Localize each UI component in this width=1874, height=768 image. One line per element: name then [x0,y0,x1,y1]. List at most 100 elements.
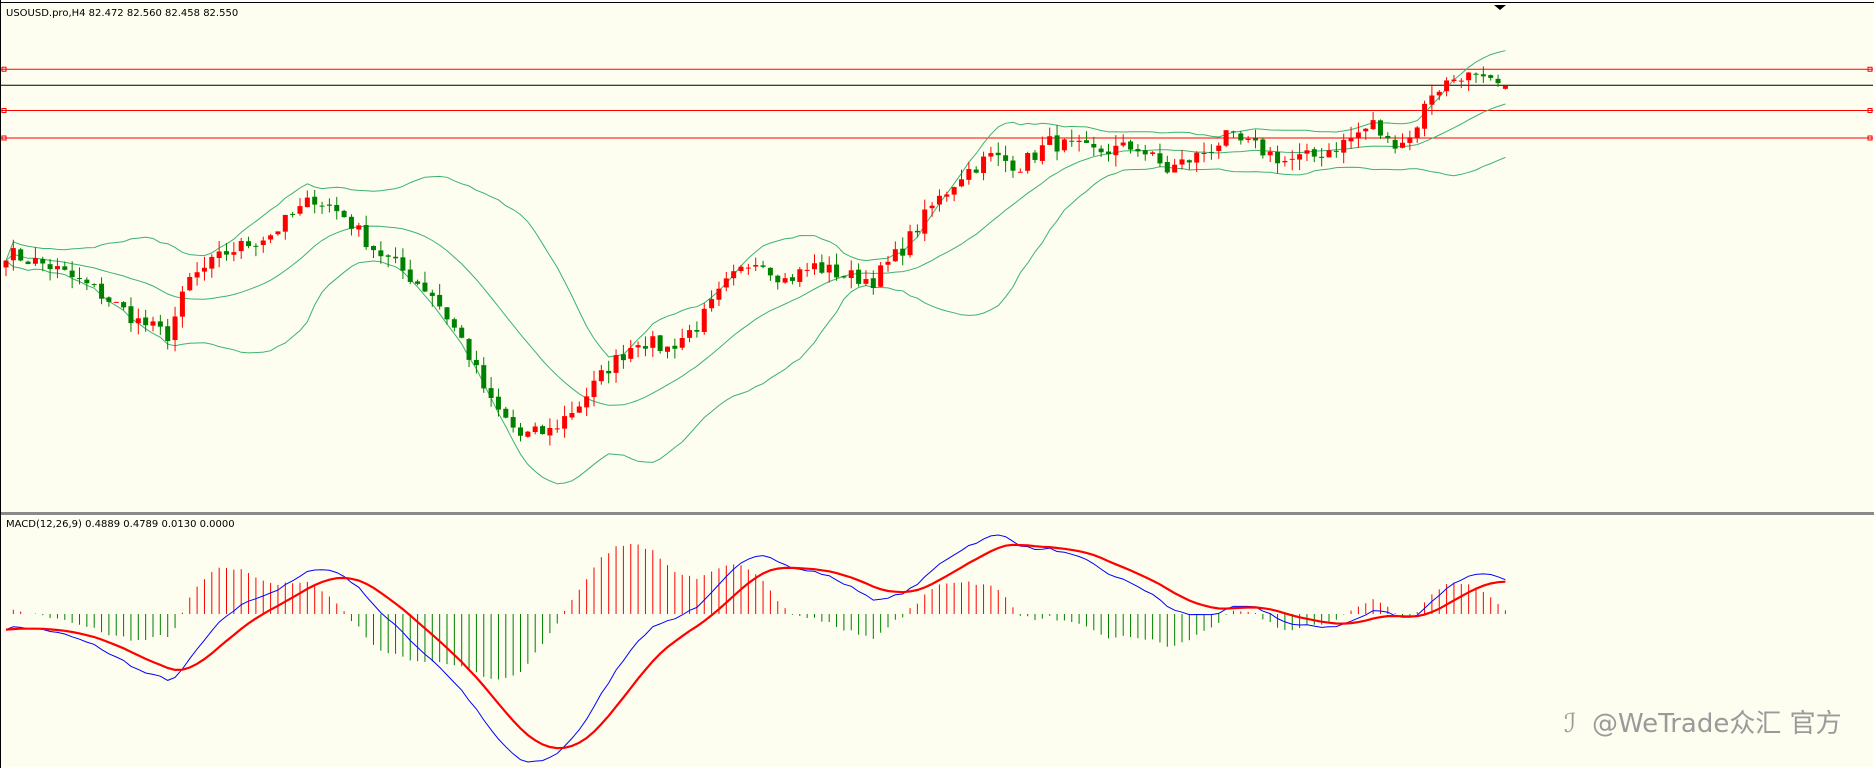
candle-body [848,270,854,279]
candle [194,262,200,286]
candle [282,214,288,240]
candle-body [290,213,296,215]
candle [62,261,68,271]
candle-body [1473,73,1479,75]
candle-body [282,214,288,232]
candle-body [304,197,310,208]
candle-body [1422,103,1428,129]
candle-body [348,216,354,229]
candle-body [782,278,788,283]
candle [1230,130,1236,139]
watermark: ℐ @WeTrade众汇 官方 [1564,709,1842,739]
candle-body [429,292,435,296]
macd-pane[interactable] [1,516,1873,767]
candle-body [1245,138,1251,141]
candle [393,247,399,264]
candle [1355,122,1361,148]
level-handle-right [1867,66,1873,72]
candle [1260,137,1266,159]
candle [1157,143,1163,168]
bollinger-middle [5,103,1506,406]
candle-body [1319,156,1325,158]
candle [1142,144,1148,161]
candle-body [378,250,384,257]
candle-body [179,291,185,317]
candle-body [819,262,825,273]
candle-body [620,354,626,361]
candle [135,308,141,335]
shift-marker-icon[interactable] [1494,5,1506,10]
candle-body [650,336,656,348]
candle [870,270,876,295]
candle [1069,129,1075,147]
candle-body [268,235,274,240]
candle-body [385,255,391,257]
candle-body [319,205,325,207]
candle-body [1407,137,1413,143]
candle [25,260,31,265]
candle [642,336,648,357]
candle-body [554,428,560,430]
level-handle-right [1867,135,1873,141]
candle-body [1480,74,1486,77]
candle [959,169,964,188]
candle-body [473,360,479,366]
candle-body [841,276,847,278]
candle [481,357,487,393]
candle-body [1172,164,1178,173]
candle-body [1201,152,1207,155]
candle [341,209,347,218]
candle [848,260,854,289]
candle [1377,119,1383,140]
candle [1341,133,1347,164]
candle-body [62,266,68,270]
candle-body [1208,151,1214,153]
candle [1179,150,1185,170]
candle [562,405,568,438]
candle-body [929,205,935,209]
candle-body [1120,142,1126,146]
candle-body [856,269,862,284]
candle-body [1458,80,1464,82]
candle [1238,130,1244,145]
candle [789,274,795,285]
candle-body [1304,150,1310,154]
candle [1025,151,1031,174]
candle [1319,147,1325,167]
candle-body [99,283,105,299]
candle [1186,159,1192,170]
candle [1451,75,1457,84]
candle [900,237,906,266]
candle-body [503,408,509,418]
candle [1061,138,1067,153]
candle [929,202,935,217]
candle [1502,84,1508,90]
candle-body [518,427,523,436]
candle-body [1113,145,1119,156]
candle-body [1466,72,1472,81]
candle [569,401,575,420]
candle [665,346,670,359]
candle-body [1400,142,1405,148]
candle [1017,168,1023,173]
candle [797,266,803,287]
candle-body [143,317,149,326]
candle-body [907,231,913,256]
candle-body [121,302,127,308]
candle [326,198,332,213]
candle [1422,100,1428,137]
candle [1194,151,1200,173]
candle [1333,142,1339,158]
candle-body [525,431,531,437]
candle-body [1348,137,1354,142]
candle-body [591,380,597,398]
candle-body [275,231,281,235]
candle [1106,143,1111,162]
candle-body [1150,152,1156,154]
candle-body [966,169,972,180]
candle-body [135,318,141,324]
candle [606,360,612,384]
candle-body [1414,127,1420,139]
candle-body [576,406,582,413]
